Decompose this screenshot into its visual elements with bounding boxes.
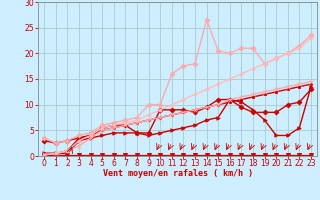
X-axis label: Vent moyen/en rafales ( km/h ): Vent moyen/en rafales ( km/h ) — [103, 169, 252, 178]
